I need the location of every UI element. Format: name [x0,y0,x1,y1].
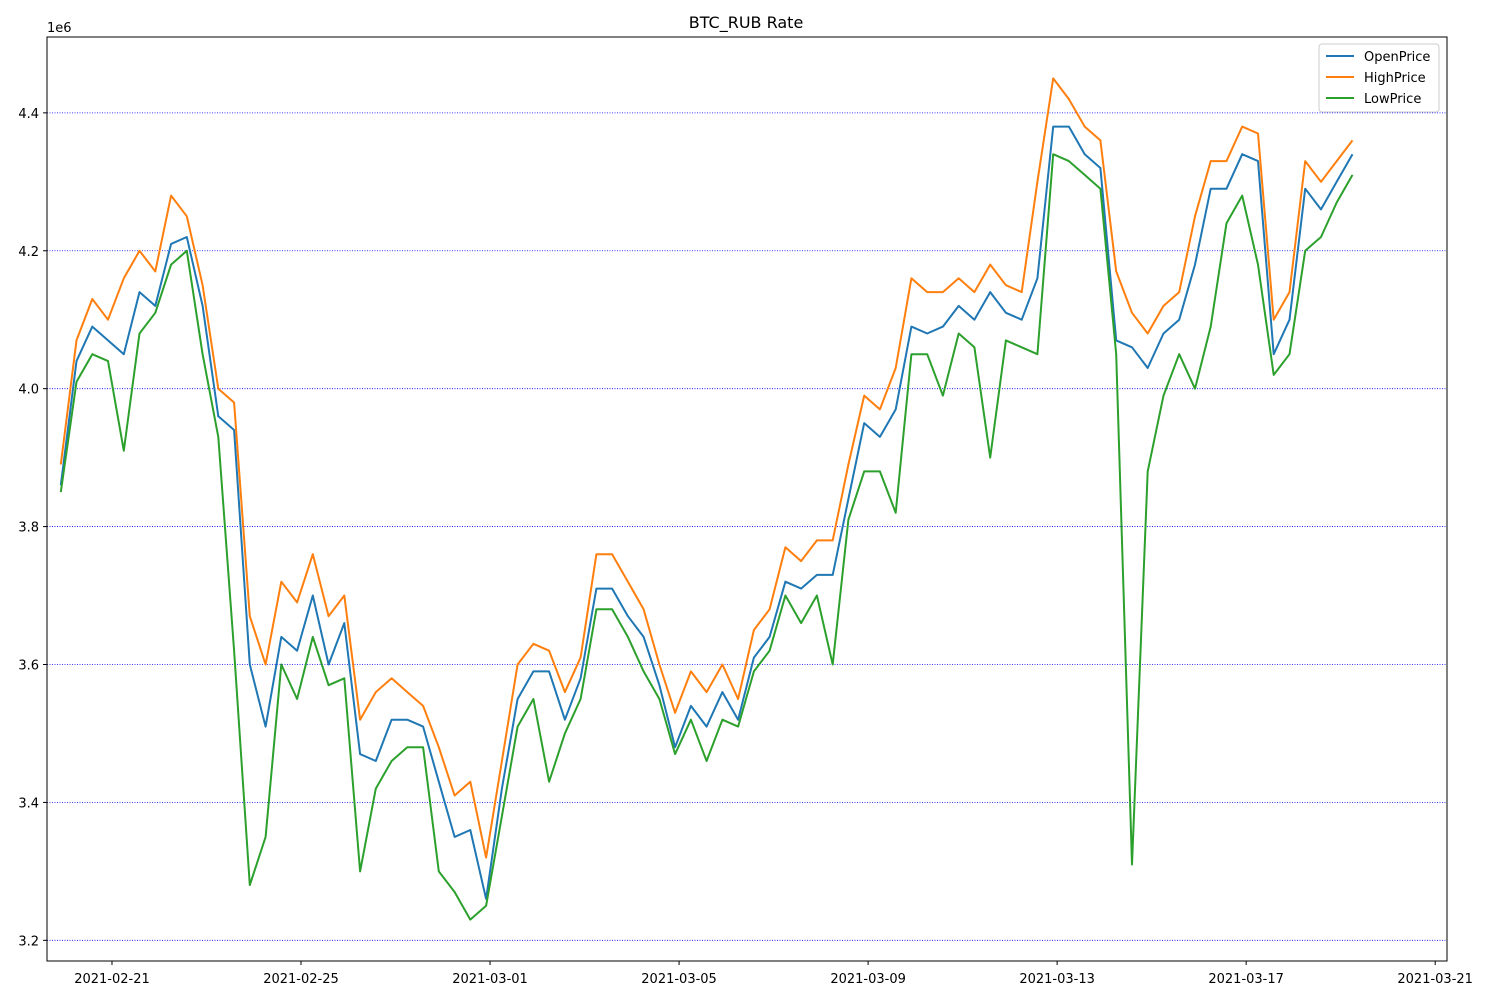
y-axis-ticks: 3.2 3.4 3.6 3.8 4.0 4.2 4.4 [18,107,47,949]
y-tick-label: 3.8 [18,521,39,536]
y-tick-label: 3.4 [18,796,39,811]
legend-box [1318,43,1440,113]
y-tick-label: 4.0 [18,383,39,398]
series-lines [59,77,1354,921]
x-tick-label: 2021-03-09 [830,972,906,987]
legend: OpenPrice HighPrice LowPrice [1318,43,1440,113]
series-line-openprice [59,125,1354,900]
y-tick-label: 4.4 [18,107,39,122]
x-tick-label: 2021-03-21 [1397,972,1473,987]
series-line-lowprice [59,153,1354,921]
x-tick-label: 2021-03-01 [452,972,528,987]
legend-label-openprice: OpenPrice [1364,50,1430,65]
x-tick-label: 2021-02-25 [263,972,339,987]
legend-label-highprice: HighPrice [1364,71,1426,86]
x-tick-label: 2021-03-13 [1019,972,1095,987]
x-axis-ticks: 2021-02-21 2021-02-25 2021-03-01 2021-03-05… [74,961,1473,987]
y-tick-label: 4.2 [18,245,39,260]
series-line-highprice [59,77,1354,859]
legend-label-lowprice: LowPrice [1364,92,1421,107]
y-axis-offset-label: 1e6 [47,21,72,36]
chart-title: BTC_RUB Rate [689,13,804,33]
gridlines [47,112,1447,941]
y-tick-label: 3.6 [18,658,39,673]
y-tick-label: 3.2 [18,934,39,949]
x-tick-label: 2021-03-17 [1208,972,1284,987]
x-tick-label: 2021-02-21 [74,972,150,987]
x-tick-label: 2021-03-05 [641,972,717,987]
axes-frame [46,36,1448,962]
